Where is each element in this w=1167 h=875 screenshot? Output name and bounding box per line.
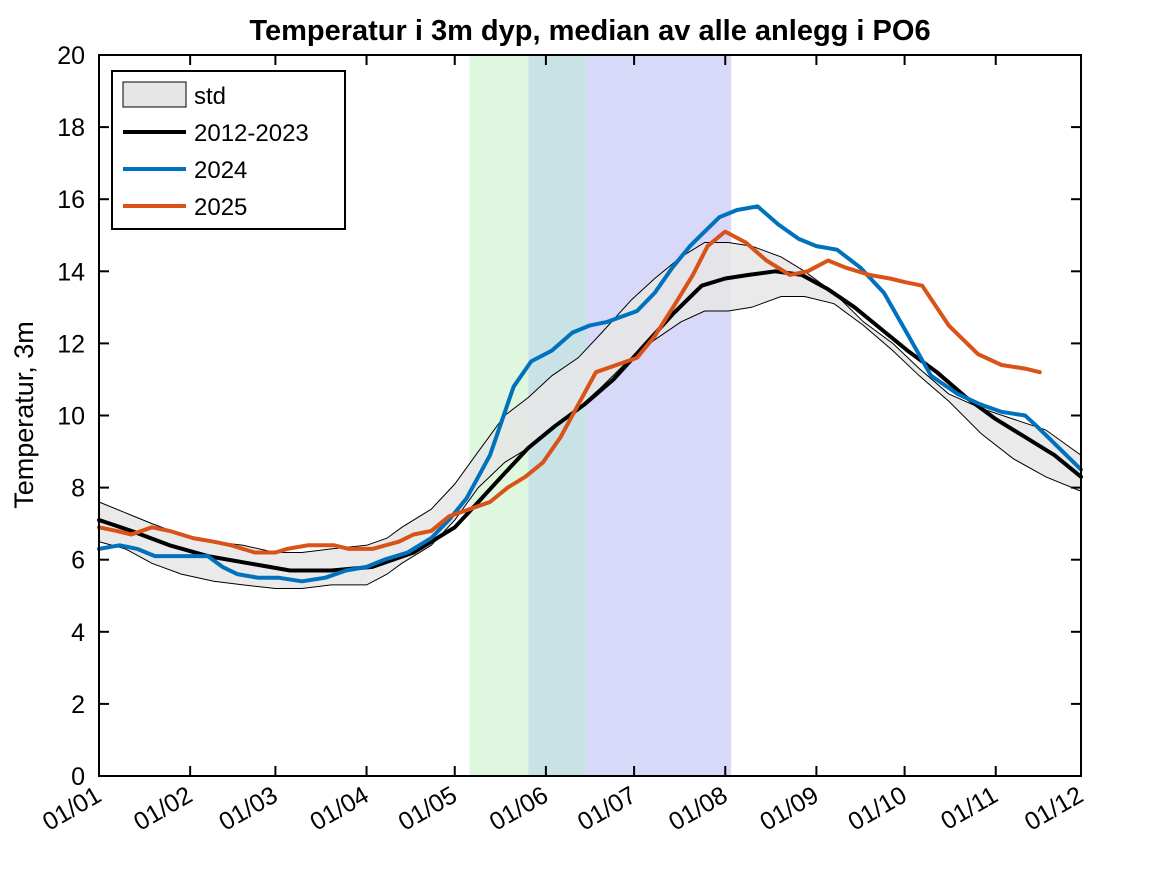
legend-label-2025: 2025 — [194, 194, 247, 221]
x-tick-label: 01/10 — [843, 781, 911, 837]
shaded-period-3 — [587, 55, 732, 776]
y-tick-label: 2 — [71, 691, 85, 719]
x-tick-label: 01/04 — [305, 781, 373, 837]
legend-label-std: std — [194, 83, 226, 110]
x-tick-label: 01/08 — [664, 781, 732, 837]
x-tick-label: 01/03 — [214, 781, 282, 837]
legend-swatch-std — [122, 81, 187, 108]
legend: std 2012-2023 2024 2025 — [111, 70, 346, 230]
legend-label-2024: 2024 — [194, 157, 247, 184]
y-tick-label: 20 — [57, 42, 85, 70]
x-tick-label: 01/11 — [936, 781, 1003, 836]
series-lines-layer — [97, 204, 1083, 584]
chart-title: Temperatur i 3m dyp, median av alle anle… — [249, 15, 930, 47]
y-tick-label: 0 — [71, 763, 85, 791]
series-line-2025 — [97, 229, 1042, 555]
x-tick-label: 01/06 — [485, 781, 553, 837]
series-line-2024 — [97, 204, 1083, 584]
x-tick-label: 01/12 — [1020, 781, 1088, 837]
y-tick-label: 14 — [57, 258, 85, 286]
y-tick-label: 18 — [57, 114, 85, 142]
x-tick-label: 01/07 — [573, 781, 641, 837]
legend-label-2012-2023: 2012-2023 — [194, 120, 309, 147]
y-tick-label: 12 — [57, 330, 85, 358]
x-tick-label: 01/05 — [394, 781, 462, 837]
x-tick-label: 01/02 — [129, 781, 197, 837]
x-tick-label: 01/09 — [755, 781, 823, 837]
y-tick-label: 6 — [71, 547, 85, 575]
y-tick-label: 8 — [71, 475, 85, 503]
y-tick-label: 10 — [57, 403, 85, 431]
y-tick-label: 4 — [71, 619, 85, 647]
y-axis-label: Temperatur, 3m — [9, 321, 39, 509]
y-tick-label: 16 — [57, 186, 85, 214]
